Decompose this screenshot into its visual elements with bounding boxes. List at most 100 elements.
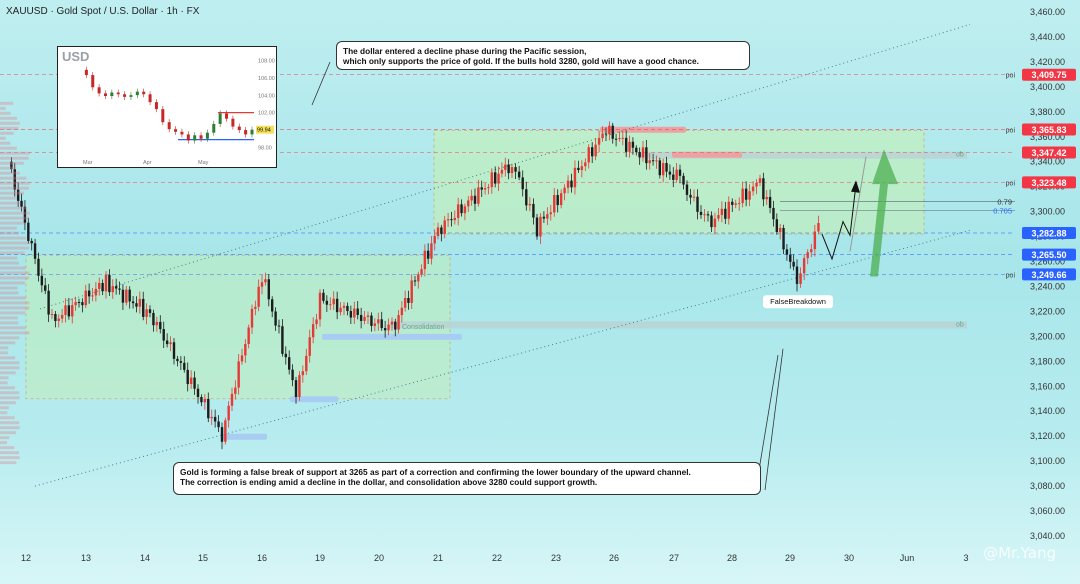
candle-body	[720, 208, 724, 216]
inset-candle-body	[167, 122, 171, 130]
candle-body	[480, 187, 483, 190]
ob-label-upper: ob	[956, 152, 964, 159]
candle-body	[104, 274, 108, 292]
x-tick-label: 20	[374, 553, 384, 563]
candle-body	[604, 133, 608, 135]
candle-body	[230, 393, 234, 406]
volume-profile-bar	[0, 336, 20, 340]
y-tick-label: 3,220.00	[1030, 306, 1065, 316]
candle-body	[40, 275, 44, 286]
y-tick-label: 3,200.00	[1030, 331, 1065, 341]
volume-profile-bar	[0, 166, 17, 170]
inset-candle-body	[91, 75, 95, 88]
candle-body	[675, 169, 678, 180]
candle-body	[782, 227, 785, 250]
bottom-note-pointer-2	[758, 355, 779, 471]
candle-body	[353, 308, 356, 318]
candle-body	[734, 203, 737, 205]
volume-profile-bar	[0, 401, 16, 405]
candle-body	[420, 269, 423, 275]
y-tick-label: 3,260.00	[1030, 257, 1065, 267]
candle-body	[54, 314, 57, 321]
candle-body	[500, 169, 504, 174]
candle-body	[10, 161, 13, 170]
candle-body	[778, 227, 782, 232]
candle-body	[16, 189, 20, 201]
volume-profile-bar	[0, 276, 30, 280]
candle-body	[566, 180, 570, 188]
candle-body	[692, 196, 696, 198]
candle-body	[453, 217, 457, 221]
candle-body	[556, 195, 559, 206]
volume-profile-bar	[0, 381, 8, 385]
candle-body	[483, 188, 487, 190]
volume-profile-bar	[0, 451, 20, 455]
inset-candle-body	[174, 129, 178, 132]
candle-body	[305, 355, 308, 372]
volume-profile-bar	[0, 301, 30, 305]
candle-body	[298, 375, 301, 397]
inset-candle-body	[135, 91, 139, 96]
candle-body	[658, 160, 662, 176]
volume-profile-bar	[0, 171, 20, 175]
candle-body	[507, 164, 510, 174]
candle-body	[257, 286, 260, 307]
candle-body	[84, 290, 87, 306]
y-tick-label: 3,100.00	[1030, 456, 1065, 466]
candle-body	[426, 250, 430, 259]
bottom-annotation-line1: Gold is forming a false break of support…	[180, 467, 691, 477]
volume-profile-bar	[0, 396, 20, 400]
candle-body	[193, 377, 196, 389]
candle-body	[335, 298, 339, 313]
candle-body	[755, 182, 758, 187]
candle-body	[772, 207, 775, 220]
candle-body	[67, 305, 71, 317]
candle-body	[417, 274, 420, 282]
candle-body	[240, 355, 244, 362]
candle-body	[165, 340, 169, 345]
volume-profile-bar	[0, 136, 6, 140]
candle-body	[370, 315, 373, 326]
candle-body	[577, 167, 580, 171]
candle-body	[641, 147, 645, 158]
y-tick-label: 3,080.00	[1030, 481, 1065, 491]
volume-profile-bar	[0, 286, 18, 290]
candle-body	[584, 162, 587, 167]
volume-profile-bar	[0, 436, 10, 440]
candle-body	[98, 282, 101, 289]
candle-body	[274, 311, 277, 326]
volume-profile-bar	[0, 311, 26, 315]
x-tick-label: 29	[785, 553, 795, 563]
candle-body	[580, 166, 584, 171]
candle-body	[450, 219, 453, 221]
price-tag-bg	[1022, 176, 1076, 189]
candle-body	[101, 282, 104, 292]
poi-label: poi	[1006, 127, 1016, 134]
volume-profile-bar	[0, 411, 8, 415]
candle-body	[207, 398, 210, 419]
y-tick-label: 3,420.00	[1030, 57, 1065, 67]
ob-label-lower: ob	[956, 321, 964, 328]
volume-profile-bar	[0, 211, 30, 215]
candle-body	[597, 138, 601, 145]
candle-body	[738, 203, 741, 205]
inset-candle-body	[237, 126, 241, 131]
candle-body	[322, 292, 325, 301]
candle-body	[346, 305, 349, 312]
inset-candle-body	[231, 118, 235, 127]
candle-body	[380, 319, 383, 329]
candle-body	[20, 200, 23, 207]
candle-body	[210, 416, 213, 419]
y-tick-label: 3,060.00	[1030, 506, 1065, 516]
candle-body	[668, 171, 672, 175]
candle-body	[703, 214, 706, 216]
candle-body	[179, 361, 183, 363]
candle-body	[27, 222, 30, 241]
candle-body	[200, 397, 203, 403]
inset-candle-body	[97, 87, 101, 94]
candle-body	[614, 138, 618, 140]
y-tick-label: 3,160.00	[1030, 381, 1065, 391]
inset-svg: 108.00106.00104.00102.0099.9498.0099.94M…	[83, 58, 275, 166]
